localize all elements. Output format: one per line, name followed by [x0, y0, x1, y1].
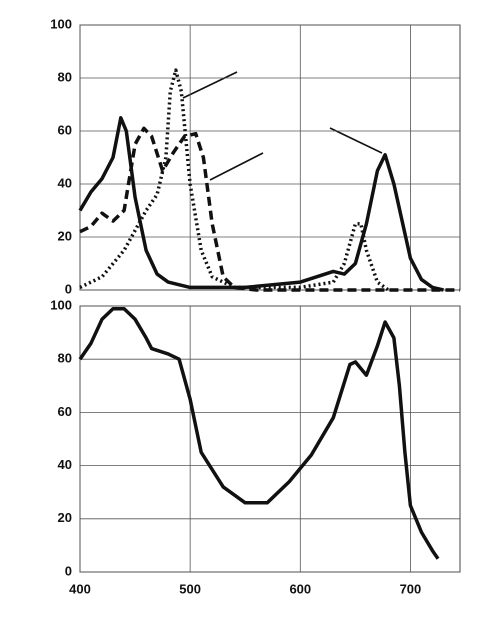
data-line	[79, 68, 390, 292]
leader-line	[209, 152, 264, 181]
data-line	[78, 116, 444, 292]
y-tick-label: 0	[65, 563, 72, 578]
leader-line	[182, 71, 238, 99]
x-tick-label: 400	[69, 581, 91, 596]
y-tick-label: 80	[58, 69, 72, 84]
y-tick-label: 100	[50, 16, 72, 31]
y-tick-label: 40	[58, 457, 72, 472]
data-line	[78, 306, 440, 560]
y-tick-label: 20	[58, 510, 72, 525]
data-line	[79, 126, 460, 292]
x-tick-label: 600	[289, 581, 311, 596]
y-tick-label: 60	[58, 122, 72, 137]
plot-frame	[79, 24, 461, 291]
y-tick-label: 80	[58, 351, 72, 366]
y-tick-label: 0	[65, 281, 72, 296]
y-tick-label: 40	[58, 175, 72, 190]
y-tick-label: 20	[58, 228, 72, 243]
y-tick-label: 100	[50, 297, 72, 312]
x-tick-label: 700	[400, 581, 422, 596]
leader-line	[329, 127, 383, 154]
y-tick-label: 60	[58, 404, 72, 419]
x-tick-label: 500	[179, 581, 201, 596]
